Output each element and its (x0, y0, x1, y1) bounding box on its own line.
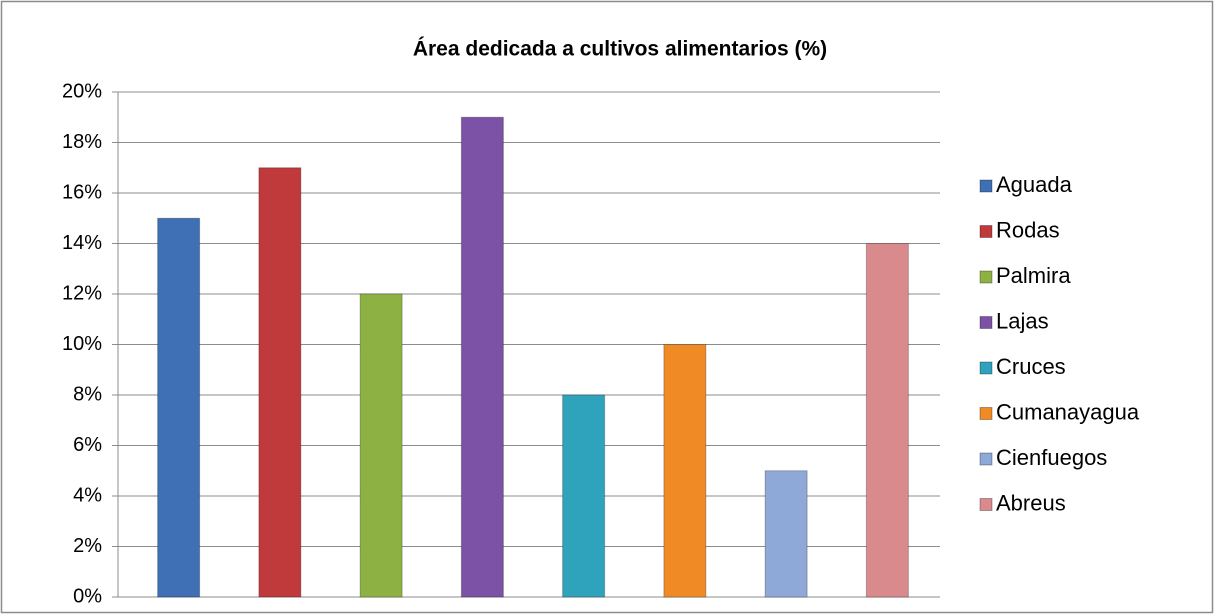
chart-title: Área dedicada a cultivos alimentarios (%… (413, 38, 827, 61)
y-tick-label: 6% (73, 434, 102, 456)
y-tick-label: 10% (62, 333, 102, 355)
legend-label: Cienfuegos (996, 445, 1107, 470)
bar (865, 243, 909, 598)
bar (258, 167, 302, 598)
y-tick-label: 14% (62, 232, 102, 254)
legend-label: Cumanayagua (996, 399, 1140, 424)
bar (663, 344, 707, 598)
y-tick-label: 20% (62, 80, 102, 102)
legend-swatch (979, 316, 993, 329)
legend-label: Palmira (996, 263, 1071, 288)
y-tick-label: 0% (73, 585, 102, 607)
y-tick-label: 12% (62, 282, 102, 304)
y-tick-label: 8% (73, 383, 102, 405)
legend-swatch (979, 452, 993, 466)
legend-swatch (979, 225, 993, 238)
bar (764, 470, 808, 598)
bar (359, 293, 403, 598)
legend-swatch (979, 498, 993, 511)
y-tick-label: 2% (73, 535, 102, 557)
legend-label: Rodas (996, 217, 1060, 242)
y-tick-label: 16% (62, 181, 102, 203)
legend-label: Cruces (996, 354, 1066, 379)
legend-label: Lajas (996, 308, 1049, 333)
legend-swatch (979, 361, 993, 375)
y-tick-label: 4% (73, 484, 102, 506)
legend-label: Aguada (996, 172, 1073, 197)
legend-swatch (979, 270, 993, 284)
legend-swatch (979, 407, 993, 420)
bar (562, 394, 606, 598)
bar (157, 217, 201, 598)
y-tick-label: 18% (62, 131, 102, 153)
legend-label: Abreus (996, 490, 1066, 515)
bar (460, 116, 504, 598)
legend-swatch (979, 179, 993, 193)
